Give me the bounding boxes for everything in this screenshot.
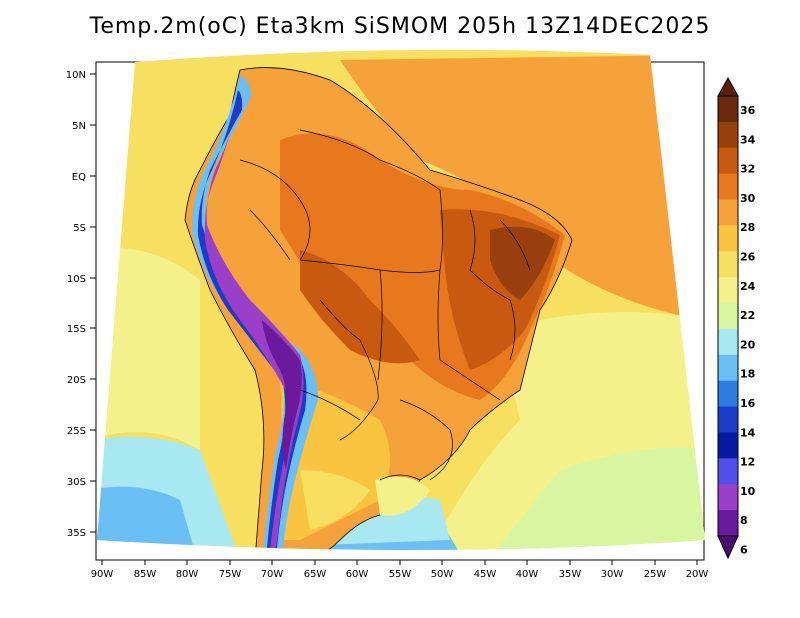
colorbar-label: 30 [740, 192, 756, 205]
colorbar-label: 26 [740, 251, 756, 264]
colorbar-swatch [718, 328, 738, 356]
lon-label: 70W [261, 569, 284, 580]
colorbar-top-arrow [717, 76, 739, 97]
lat-label: 10S [67, 274, 86, 285]
colorbar-label: 8 [740, 514, 748, 527]
colorbar-label: 10 [740, 485, 756, 498]
colorbar-label: 14 [740, 426, 756, 439]
colorbar-swatch [718, 251, 738, 278]
lon-label: 35W [559, 569, 582, 580]
colorbar-swatch [718, 354, 738, 382]
colorbar-swatch [718, 173, 738, 201]
colorbar-swatch [718, 380, 738, 408]
colorbar-label: 32 [740, 163, 755, 176]
lat-label: 5N [72, 121, 86, 132]
lon-label: 65W [304, 569, 327, 580]
colorbar-label: 20 [740, 338, 756, 351]
lon-label: 90W [91, 569, 114, 580]
colorbar-swatch [718, 147, 738, 175]
colorbar-outline [717, 95, 739, 537]
lon-label: 50W [431, 569, 454, 580]
lon-label: 30W [601, 569, 624, 580]
colorbar-swatch [718, 303, 738, 330]
lon-label: 85W [134, 569, 157, 580]
temperature-field [97, 49, 705, 551]
lat-label: 15S [67, 324, 86, 335]
colorbar-label: 22 [740, 309, 755, 322]
lat-label: 35S [67, 528, 86, 539]
lat-label: 30S [67, 477, 86, 488]
colorbar-swatch [718, 458, 738, 485]
lat-label: 5S [73, 223, 86, 234]
lon-label: 60W [346, 569, 369, 580]
lon-label: 80W [176, 569, 199, 580]
colorbar-swatch [718, 432, 738, 459]
latitude-axis: 10N 5N EQ 5S 10S 15S 20S 25S 30S 35S [66, 70, 96, 539]
lat-label: 25S [67, 426, 86, 437]
colorbar-swatch [718, 277, 738, 304]
colorbar-label: 12 [740, 456, 755, 469]
lon-label: 55W [389, 569, 412, 580]
colorbar-swatch [718, 484, 738, 511]
lat-label: 20S [67, 375, 86, 386]
lon-label: 75W [219, 569, 242, 580]
colorbar-label: 16 [740, 397, 756, 410]
colorbar-label: 28 [740, 221, 755, 234]
colorbar-swatch [718, 199, 738, 226]
colorbar-swatch [718, 406, 738, 433]
lon-label: 40W [516, 569, 539, 580]
colorbar-swatch [718, 121, 738, 149]
longitude-axis: 90W 85W 80W 75W 70W 65W 60W 55W 50W 45W … [91, 560, 709, 580]
colorbar-label: 24 [740, 280, 756, 293]
map-title: Temp.2m(oC) Eta3km SiSMOM 205h 13Z14DEC2… [89, 14, 711, 39]
lat-label: 10N [66, 70, 86, 81]
lat-label: EQ [72, 172, 86, 183]
colorbar-swatch [718, 510, 738, 537]
colorbar-swatch [718, 96, 738, 123]
lon-label: 45W [474, 569, 497, 580]
colorbar-label: 36 [740, 104, 756, 117]
colorbar-label: 18 [740, 368, 755, 381]
colorbar: 36 34 32 30 28 26 24 22 20 18 16 14 12 10 8 6 [717, 76, 756, 560]
colorbar-label: 6 [740, 544, 748, 557]
colorbar-bottom-arrow [717, 535, 739, 560]
colorbar-swatch [718, 225, 738, 252]
lon-label: 25W [644, 569, 667, 580]
colorbar-label: 34 [740, 133, 756, 146]
lon-label: 20W [686, 569, 709, 580]
